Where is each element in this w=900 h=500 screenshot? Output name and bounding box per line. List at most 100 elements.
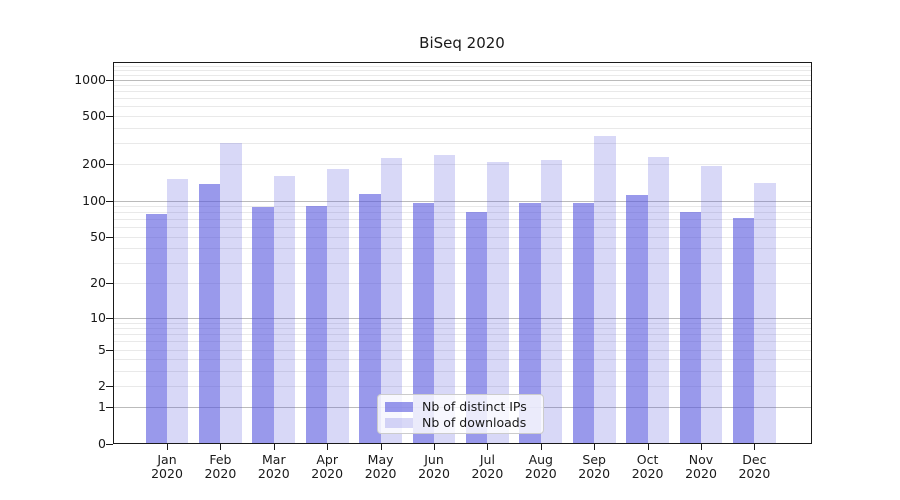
gridline-minor — [113, 106, 811, 108]
gridline-minor — [113, 74, 811, 76]
y-tick-mark — [106, 236, 113, 238]
y-tick-mark — [106, 79, 113, 81]
y-tick-mark — [106, 349, 113, 351]
y-tick-mark — [106, 164, 113, 166]
gridline-minor — [113, 227, 811, 229]
y-tick-label: 500 — [82, 108, 106, 123]
bar-distinct-ips — [572, 202, 595, 444]
gridline-minor — [113, 65, 811, 67]
gridline-minor — [113, 236, 811, 238]
y-tick-label: 0 — [98, 436, 106, 451]
x-tick-mark — [540, 444, 542, 450]
gridline-minor — [113, 219, 811, 221]
y-tick-label: 50 — [90, 228, 106, 244]
x-tick-label: Mar 2020 — [257, 452, 290, 481]
axis-spine-left — [113, 62, 114, 444]
axis-spine-bottom — [113, 443, 812, 444]
y-tick-mark — [106, 444, 113, 445]
y-tick-label: 10 — [90, 309, 106, 325]
bar-downloads — [273, 175, 296, 444]
x-tick-label: May 2020 — [364, 452, 397, 481]
bar-downloads — [167, 178, 189, 444]
x-tick-mark — [167, 444, 168, 450]
gridline-minor — [113, 359, 811, 361]
y-tick-mark — [106, 317, 113, 319]
bar-distinct-ips — [519, 203, 541, 444]
y-tick-mark — [106, 200, 113, 202]
bar-distinct-ips — [412, 202, 434, 444]
x-tick-label: Feb 2020 — [204, 452, 237, 481]
gridline-minor — [113, 328, 811, 330]
bar-distinct-ips — [733, 217, 755, 444]
gridline-minor — [113, 127, 811, 129]
x-tick-mark — [380, 444, 382, 450]
x-tick-label: Nov 2020 — [685, 452, 717, 481]
bar-distinct-ips — [679, 212, 701, 444]
x-tick-label: Jul 2020 — [471, 452, 504, 481]
y-tick-label: 1 — [98, 399, 106, 415]
bar-distinct-ips — [626, 194, 648, 444]
gridline-minor — [113, 283, 811, 285]
gridline-minor — [113, 322, 811, 324]
legend: Nb of distinct IPs Nb of downloads — [377, 394, 544, 434]
x-tick-label: Jun 2020 — [418, 452, 450, 481]
y-tick-mark — [106, 386, 113, 387]
bar-distinct-ips — [359, 193, 381, 444]
x-tick-mark — [327, 444, 329, 450]
gridline-minor — [113, 386, 811, 387]
legend-item-downloads: Nb of downloads — [385, 415, 536, 431]
x-tick-mark — [754, 444, 756, 450]
bar-downloads — [327, 168, 349, 444]
bar-downloads — [594, 136, 616, 444]
axis-spine-right — [811, 62, 812, 444]
gridline-minor — [113, 341, 811, 343]
gridline-minor — [113, 98, 811, 100]
x-tick-mark — [701, 444, 702, 450]
x-tick-mark — [647, 444, 649, 450]
gridline-minor — [113, 69, 811, 71]
gridline-minor — [113, 349, 811, 351]
y-tick-label: 100 — [82, 192, 106, 208]
bar-distinct-ips — [145, 214, 167, 444]
gridline-major — [113, 200, 811, 202]
y-tick-label: 2 — [98, 378, 106, 393]
gridline-minor — [113, 85, 811, 87]
legend-swatch — [385, 402, 413, 412]
x-tick-label: Aug 2020 — [524, 452, 557, 481]
gridline-minor — [113, 116, 811, 117]
bar-distinct-ips — [252, 207, 274, 444]
bar-downloads — [754, 182, 776, 444]
y-tick-label: 200 — [82, 156, 106, 172]
x-tick-label: Oct 2020 — [631, 452, 664, 481]
gridline-minor — [113, 142, 811, 144]
bar-distinct-ips — [466, 211, 488, 444]
legend-label: Nb of downloads — [422, 415, 527, 430]
bar-downloads — [487, 161, 509, 444]
y-tick-label: 1000 — [74, 71, 106, 87]
x-tick-mark — [594, 444, 596, 450]
chart-title: BiSeq 2020 — [419, 34, 505, 52]
gridline-minor — [113, 164, 811, 166]
gridline-major — [113, 317, 811, 319]
legend-label: Nb of distinct IPs — [422, 399, 527, 414]
legend-swatch — [385, 418, 413, 428]
bar-downloads — [701, 166, 723, 444]
axis-spine-top — [113, 62, 812, 63]
gridline-minor — [113, 91, 811, 93]
gridline-minor — [113, 206, 811, 207]
x-tick-mark — [487, 444, 489, 450]
bar-downloads — [647, 156, 669, 444]
gridline-major — [113, 79, 811, 81]
gridline-minor — [113, 370, 811, 372]
bar-downloads — [220, 142, 242, 444]
x-tick-mark — [434, 444, 435, 450]
gridline-minor — [113, 334, 811, 336]
bar-distinct-ips — [199, 184, 221, 444]
gridline-minor — [113, 212, 811, 214]
bar-downloads — [540, 159, 563, 444]
x-tick-label: Dec 2020 — [738, 452, 771, 481]
bar-downloads — [380, 158, 402, 444]
y-tick-mark — [106, 283, 113, 285]
bar-downloads — [434, 155, 456, 444]
